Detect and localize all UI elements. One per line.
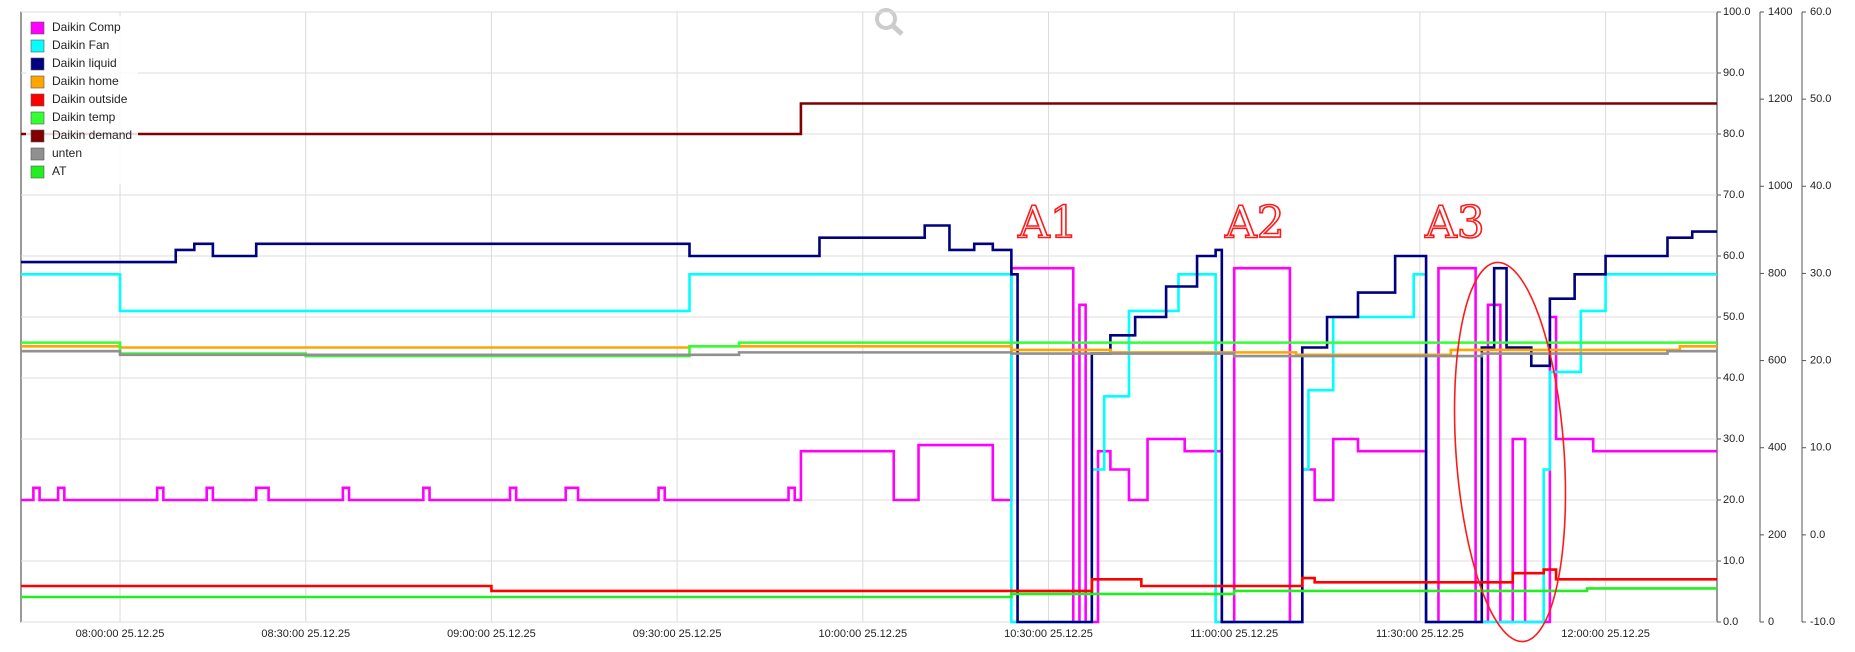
y-tick-label: 30.0 <box>1723 433 1744 445</box>
legend-swatch <box>30 165 45 179</box>
y-tick-label: 0 <box>1768 616 1774 628</box>
y-tick-label: 10.0 <box>1723 555 1744 567</box>
y-tick-label: 1400 <box>1768 6 1792 18</box>
legend-swatch <box>30 147 45 161</box>
series-line <box>21 266 1717 624</box>
x-tick-label: 09:30:00 25.12.25 <box>633 628 722 640</box>
x-tick-label: 11:00:00 25.12.25 <box>1190 628 1278 640</box>
x-tick-label: 10:30:00 25.12.25 <box>1004 628 1093 640</box>
legend-swatch <box>30 75 45 89</box>
y-tick-label: 50.0 <box>1723 311 1744 323</box>
series-line <box>21 568 1717 593</box>
y-tick-label: 0.0 <box>1723 616 1738 628</box>
x-tick-label: 08:30:00 25.12.25 <box>261 628 350 640</box>
legend: Daikin Comp Daikin Fan Daikin liquid Daikin… <box>26 16 138 184</box>
annotation: A1 <box>1017 198 1078 249</box>
series-line <box>21 224 1717 624</box>
x-tick-label: 10:00:00 25.12.25 <box>818 628 907 640</box>
y-tick-label: 400 <box>1768 442 1786 454</box>
y-tick-label: 40.0 <box>1723 372 1744 384</box>
series-line <box>21 349 1717 358</box>
legend-label: AT <box>52 164 67 178</box>
y-tick-label: 30.0 <box>1810 267 1831 279</box>
y-tick-label: -10.0 <box>1810 616 1835 628</box>
legend-label: Daikin temp <box>52 110 116 124</box>
zoom-icon[interactable] <box>875 8 904 36</box>
y-tick-label: 60.0 <box>1723 250 1744 262</box>
legend-swatch <box>30 21 45 35</box>
series-line <box>21 102 1717 136</box>
series-line <box>21 587 1717 599</box>
y-tick-label: 20.0 <box>1810 354 1831 366</box>
y-tick-label: 1200 <box>1768 93 1792 105</box>
x-tick-label: 09:00:00 25.12.25 <box>447 628 536 640</box>
legend-swatch <box>30 129 45 143</box>
legend-swatch <box>30 111 45 125</box>
y-tick-label: 40.0 <box>1810 180 1831 192</box>
legend-label: Daikin liquid <box>52 56 117 70</box>
x-tick-label: 08:00:00 25.12.25 <box>76 628 165 640</box>
y-tick-label: 1000 <box>1768 180 1792 192</box>
y-tick-label: 200 <box>1768 529 1786 541</box>
legend-swatch <box>30 39 45 53</box>
legend-swatch <box>30 57 45 71</box>
y-tick-label: 60.0 <box>1810 6 1831 18</box>
legend-label: Daikin outside <box>52 92 128 106</box>
series-group <box>21 102 1717 624</box>
annotation: A2 <box>1224 198 1285 249</box>
annotation-ellipse <box>1453 261 1567 643</box>
y-tick-label: 600 <box>1768 354 1786 366</box>
y-tick-label: 20.0 <box>1723 494 1744 506</box>
y-tick-label: 10.0 <box>1810 442 1831 454</box>
y-tick-label: 0.0 <box>1810 529 1825 541</box>
legend-label: Daikin home <box>52 74 119 88</box>
series-line <box>21 344 1717 357</box>
legend-label: unten <box>52 146 82 160</box>
legend-label: Daikin demand <box>52 128 132 142</box>
legend-label: Daikin Comp <box>52 20 121 34</box>
y-tick-label: 100.0 <box>1723 6 1751 18</box>
y-tick-label: 70.0 <box>1723 189 1744 201</box>
y-tick-label: 800 <box>1768 267 1786 279</box>
annotation: A3 <box>1424 198 1485 249</box>
legend-swatch <box>30 93 45 107</box>
y-tick-label: 80.0 <box>1723 128 1744 140</box>
x-tick-label: 12:00:00 25.12.25 <box>1561 628 1650 640</box>
legend-background <box>26 16 138 184</box>
x-tick-label: 11:30:00 25.12.25 <box>1376 628 1464 640</box>
y-tick-label: 90.0 <box>1723 67 1744 79</box>
legend-label: Daikin Fan <box>52 38 109 52</box>
y-tick-label: 50.0 <box>1810 93 1831 105</box>
